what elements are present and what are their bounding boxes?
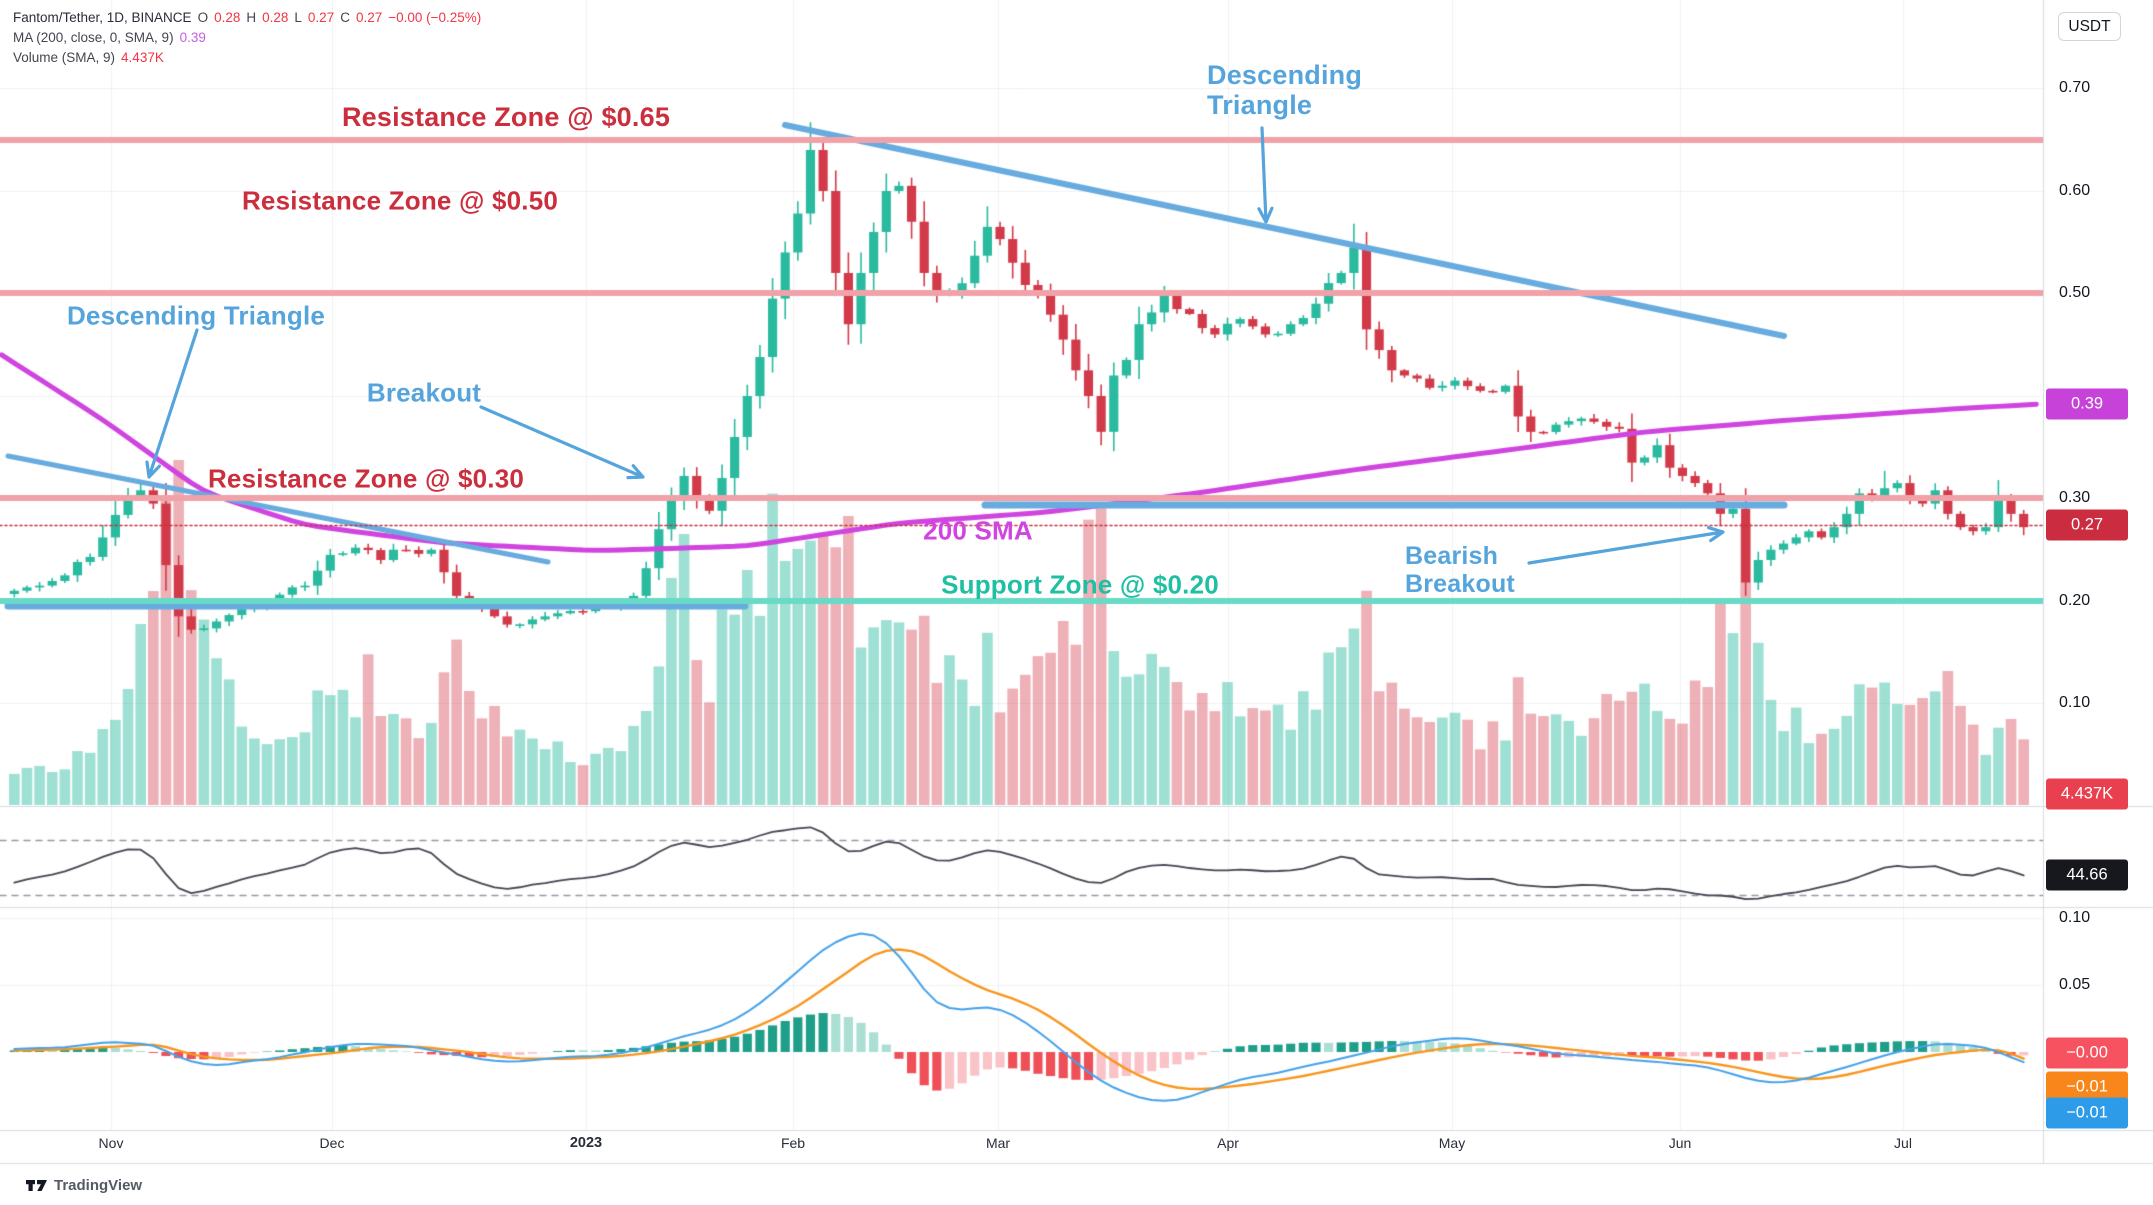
low-value: 0.27 bbox=[307, 9, 335, 25]
legend-symbol-row[interactable]: Fantom/Tether, 1D, BINANCE O 0.28 H 0.28… bbox=[13, 7, 481, 27]
tradingview-logo-icon bbox=[26, 1180, 47, 1191]
high-value: 0.28 bbox=[262, 9, 289, 25]
price-badge: 0.27 bbox=[2046, 509, 2128, 541]
macd-main-badge: −0.01 bbox=[2046, 1097, 2128, 1129]
time-axis-label: May bbox=[1438, 1135, 1466, 1151]
time-axis-label: 2023 bbox=[569, 1135, 603, 1151]
volume-badge: 4.437K bbox=[2046, 778, 2128, 810]
tradingview-logo-text: TradingView bbox=[54, 1177, 143, 1194]
legend-volume-row[interactable]: Volume (SMA, 9) 4.437K bbox=[13, 47, 481, 67]
price-tick-label: 0.30 bbox=[2059, 489, 2091, 506]
time-axis-label: Jul bbox=[1894, 1135, 1912, 1151]
time-axis-label: Jun bbox=[1668, 1135, 1692, 1151]
high-label: H bbox=[246, 9, 257, 25]
time-axis-label: Mar bbox=[985, 1135, 1011, 1151]
symbol-legend: Fantom/Tether, 1D, BINANCE O 0.28 H 0.28… bbox=[13, 7, 481, 67]
symbol-title: Fantom/Tether, 1D, BINANCE bbox=[13, 9, 192, 25]
macd-signal-badge: −0.01 bbox=[2046, 1071, 2128, 1103]
macd-tick-label: 0.10 bbox=[2059, 909, 2091, 926]
price-tick-label: 0.50 bbox=[2059, 284, 2091, 301]
time-axis-label: Feb bbox=[780, 1135, 806, 1151]
open-label: O bbox=[197, 9, 209, 25]
macd-tick-label: 0.05 bbox=[2059, 976, 2091, 993]
time-axis-label: Nov bbox=[98, 1135, 124, 1151]
change-value: −0.00 (−0.25%) bbox=[388, 9, 482, 25]
rsi-badge: 44.66 bbox=[2046, 859, 2128, 891]
price-tick-label: 0.60 bbox=[2059, 182, 2091, 199]
volume-indicator-name: Volume (SMA, 9) bbox=[13, 49, 116, 65]
currency-toggle-button[interactable]: USDT bbox=[2058, 12, 2121, 41]
ma-indicator-value: 0.39 bbox=[179, 29, 206, 45]
volume-indicator-value: 4.437K bbox=[121, 49, 164, 65]
ma-indicator-name: MA (200, close, 0, SMA, 9) bbox=[13, 29, 174, 45]
low-label: L bbox=[294, 9, 302, 25]
macd-hist-badge: −0.00 bbox=[2046, 1037, 2128, 1069]
tradingview-logo[interactable]: TradingView bbox=[26, 1177, 142, 1194]
price-tick-label: 0.20 bbox=[2059, 592, 2091, 609]
price-tick-label: 0.10 bbox=[2059, 694, 2091, 711]
legend-ma-row[interactable]: MA (200, close, 0, SMA, 9) 0.39 bbox=[13, 27, 481, 47]
time-axis-label: Dec bbox=[319, 1135, 345, 1151]
open-value: 0.28 bbox=[214, 9, 241, 25]
ma-badge: 0.39 bbox=[2046, 388, 2128, 420]
close-label: C bbox=[340, 9, 350, 25]
price-tick-label: 0.70 bbox=[2059, 79, 2091, 96]
time-axis-label: Apr bbox=[1217, 1135, 1239, 1151]
close-value: 0.27 bbox=[355, 9, 383, 25]
